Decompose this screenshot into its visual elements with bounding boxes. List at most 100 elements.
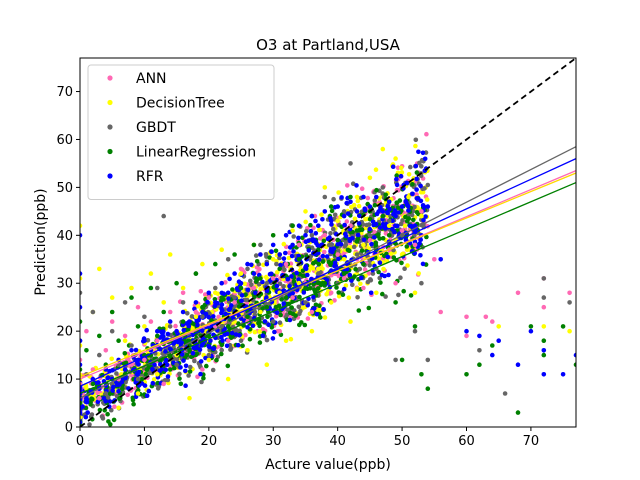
scatter-point xyxy=(424,234,429,240)
scatter-point xyxy=(183,383,188,389)
scatter-point xyxy=(306,296,311,302)
scatter-point xyxy=(224,331,230,337)
scatter-point xyxy=(390,218,395,223)
scatter-point xyxy=(386,223,392,228)
scatter-point xyxy=(386,233,392,238)
scatter-point xyxy=(167,319,173,324)
scatter-point xyxy=(347,238,353,244)
scatter-point xyxy=(322,315,328,320)
scatter-point xyxy=(80,233,83,238)
scatter-point xyxy=(260,333,266,339)
scatter-point xyxy=(347,272,353,278)
scatter-point xyxy=(130,397,136,403)
scatter-point xyxy=(312,287,317,293)
scatter-point xyxy=(187,395,192,401)
scatter-point xyxy=(312,306,317,311)
scatter-point xyxy=(245,287,251,293)
scatter-point xyxy=(361,237,367,242)
scatter-point xyxy=(296,235,301,241)
scatter-point xyxy=(116,389,121,394)
scatter-point xyxy=(380,221,386,227)
scatter-point xyxy=(329,222,334,227)
scatter-point xyxy=(121,360,126,366)
scatter-point xyxy=(274,310,280,316)
scatter-point xyxy=(316,261,322,267)
scatter-point xyxy=(279,297,284,302)
scatter-point xyxy=(311,294,316,300)
scatter-point xyxy=(80,400,83,406)
scatter-point xyxy=(270,319,276,324)
scatter-point xyxy=(573,352,576,358)
scatter-point xyxy=(412,290,418,296)
scatter-point xyxy=(372,235,377,240)
scatter-point xyxy=(219,295,224,300)
scatter-point xyxy=(277,320,283,326)
scatter-point xyxy=(425,182,431,188)
scatter-point xyxy=(393,300,398,305)
scatter-point xyxy=(515,362,521,368)
scatter-point xyxy=(277,266,283,272)
scatter-point xyxy=(422,186,427,191)
scatter-point xyxy=(328,290,334,296)
scatter-point xyxy=(278,262,283,268)
scatter-point xyxy=(345,247,351,253)
scatter-point xyxy=(180,285,186,291)
scatter-point xyxy=(354,209,360,214)
scatter-point xyxy=(399,260,404,266)
scatter-point xyxy=(396,210,401,215)
scatter-point xyxy=(413,143,418,149)
scatter-point xyxy=(314,311,320,317)
scatter-point xyxy=(238,271,244,276)
scatter-point xyxy=(211,346,217,351)
scatter-point xyxy=(420,261,426,267)
y-axis-label: Prediction(ppb) xyxy=(33,188,49,295)
legend-marker xyxy=(107,75,113,81)
scatter-point xyxy=(355,232,361,238)
scatter-point xyxy=(339,195,344,200)
scatter-point xyxy=(303,209,308,214)
scatter-point xyxy=(239,293,245,298)
scatter-point xyxy=(380,209,386,214)
scatter-point xyxy=(206,295,212,300)
scatter-point xyxy=(320,217,325,222)
scatter-point xyxy=(253,290,258,296)
scatter-point xyxy=(464,333,469,339)
scatter-point xyxy=(541,304,547,310)
scatter-point xyxy=(251,242,257,248)
scatter-point xyxy=(361,261,366,267)
scatter-point xyxy=(143,371,148,377)
x-tick-label: 60 xyxy=(458,434,475,449)
scatter-point xyxy=(560,324,566,329)
scatter-point xyxy=(401,288,407,294)
scatter-point xyxy=(198,289,204,294)
scatter-point xyxy=(213,261,218,267)
scatter-point xyxy=(567,300,572,305)
scatter-point xyxy=(232,300,237,305)
scatter-point xyxy=(324,277,330,283)
scatter-point xyxy=(328,262,333,268)
scatter-point xyxy=(89,412,95,417)
scatter-point xyxy=(112,404,117,410)
scatter-point xyxy=(110,388,115,393)
scatter-point xyxy=(394,173,400,178)
scatter-point xyxy=(238,285,244,291)
scatter-point xyxy=(194,345,199,351)
scatter-point xyxy=(294,270,300,276)
scatter-point xyxy=(161,381,166,387)
scatter-point xyxy=(336,290,342,295)
scatter-point xyxy=(357,213,362,219)
scatter-point xyxy=(136,369,142,375)
scatter-point xyxy=(408,164,413,170)
scatter-point xyxy=(424,131,429,137)
legend-marker xyxy=(107,124,113,130)
scatter-point xyxy=(385,210,391,216)
scatter-point xyxy=(200,261,205,267)
scatter-point xyxy=(97,407,103,413)
scatter-point xyxy=(303,285,308,291)
scatter-point xyxy=(80,367,83,372)
scatter-point xyxy=(195,322,200,328)
scatter-point xyxy=(200,314,205,320)
scatter-point xyxy=(541,276,547,281)
scatter-point xyxy=(287,250,292,255)
scatter-point xyxy=(264,280,270,286)
